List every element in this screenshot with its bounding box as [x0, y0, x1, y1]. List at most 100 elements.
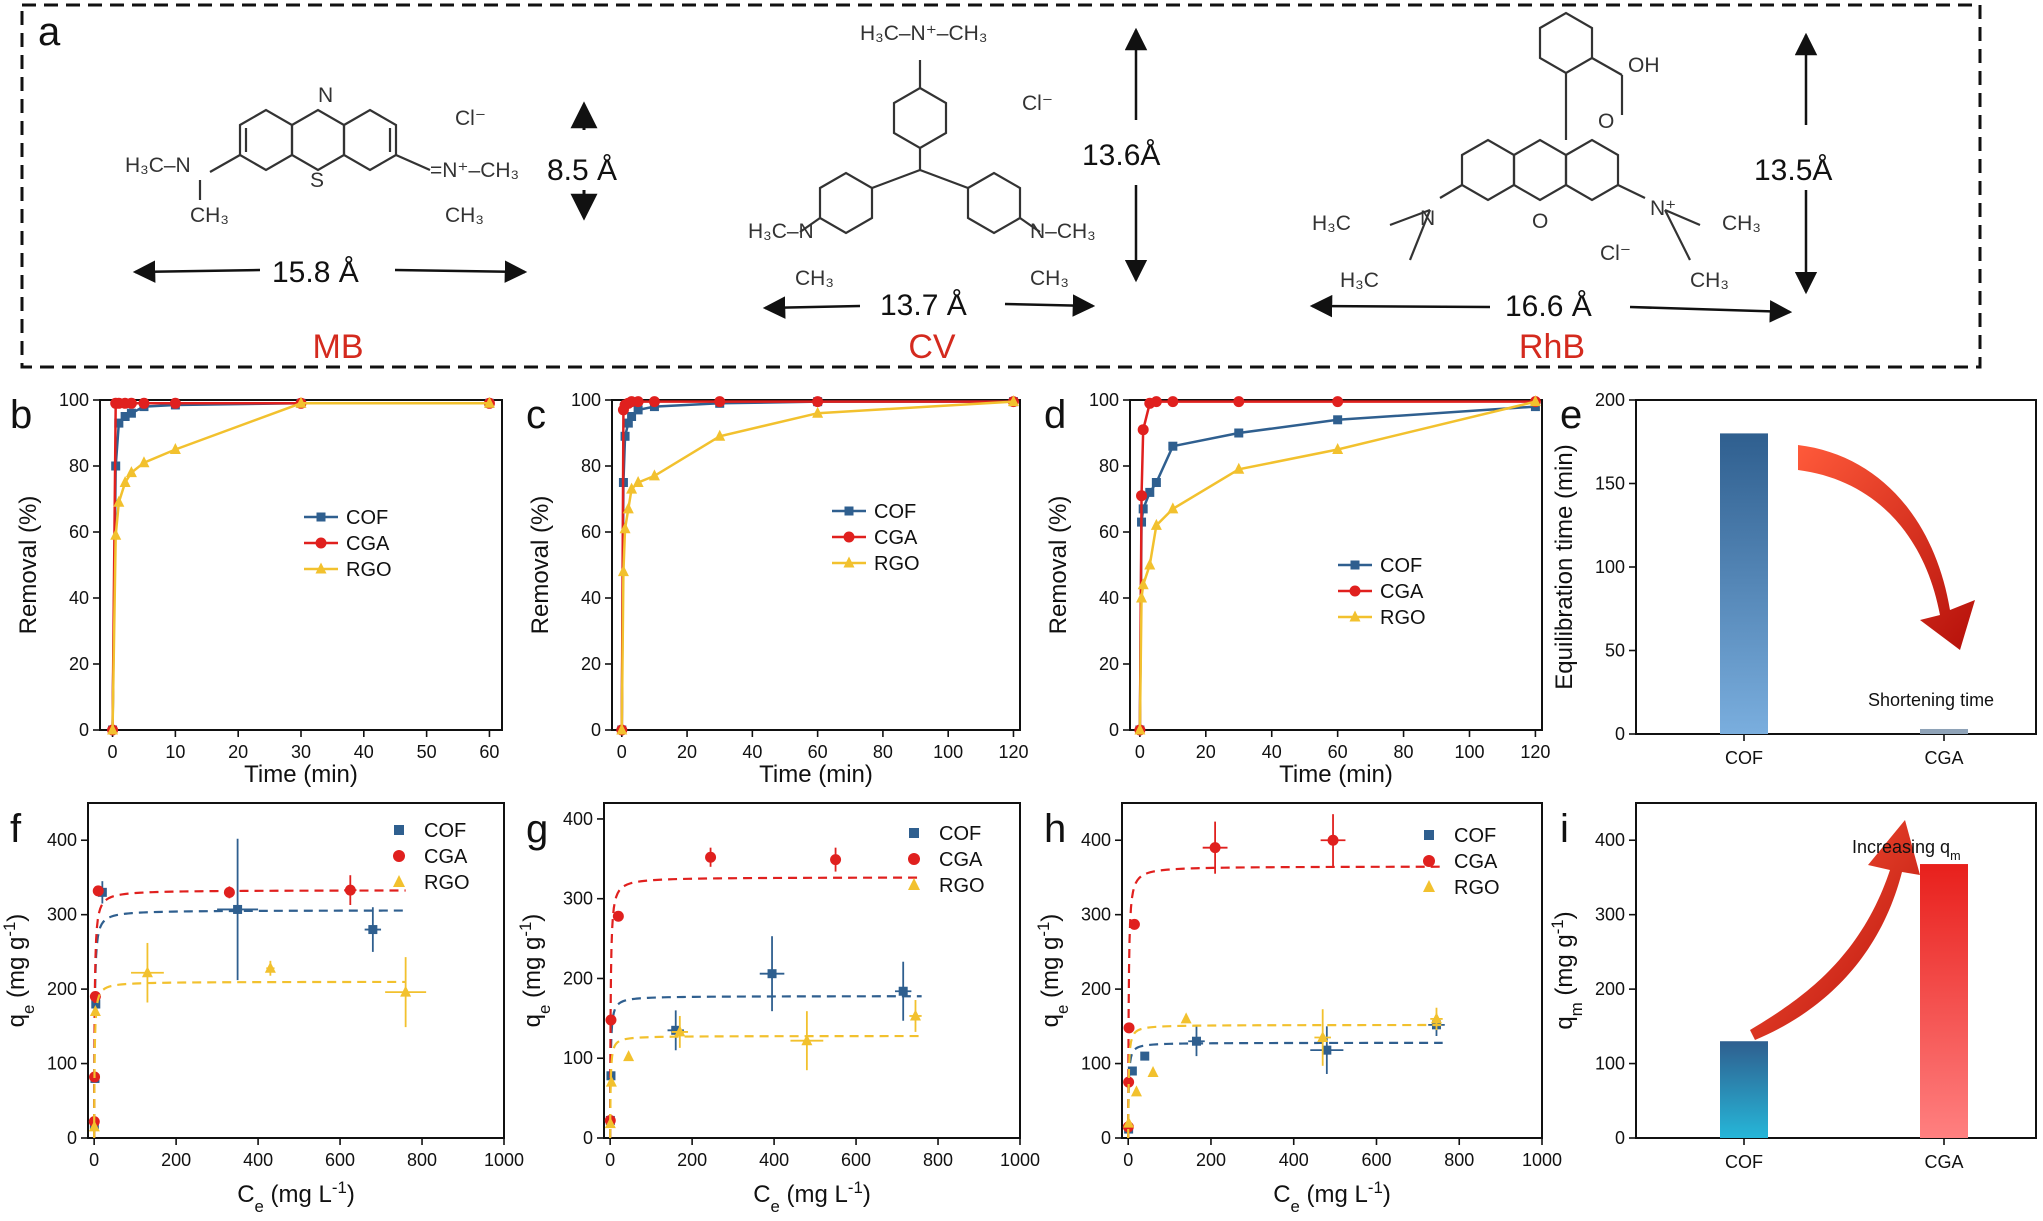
- chart-h-legend-cga: CGA: [1454, 851, 1498, 873]
- chart-c-legend-cga: CGA: [874, 527, 918, 549]
- chart-g-isotherm-cv: 0 100 200 300 400 qe (mg g-1) 0 200 400 600 800 100…: [516, 802, 1040, 1216]
- cv-label-left: H₃C–N: [748, 220, 814, 243]
- chart-g-xtick-label: 200: [677, 1150, 707, 1170]
- cv-label-top: H₃C–N⁺–CH₃: [860, 22, 987, 45]
- chart-h-point-cga: [1123, 1022, 1135, 1034]
- chart-g-point-cga: [605, 1014, 617, 1026]
- mb-label-n2: =N⁺–CH₃: [430, 159, 519, 182]
- chart-c-ytick-label: 100: [571, 390, 601, 410]
- chart-h-ytick-label: 0: [1101, 1128, 1111, 1148]
- panel-a-border: [20, 3, 1982, 369]
- chart-c-line-rgo: [620, 400, 1014, 731]
- chart-g-point-cga: [705, 851, 717, 863]
- chart-f-point-rgo: [88, 1120, 100, 1132]
- chart-i-ylabel: qm (mg g-1): [1548, 911, 1586, 1029]
- chart-f-ylabel: qe (mg g-1): [0, 914, 38, 1028]
- chart-e-frame: [1635, 399, 2037, 735]
- chart-h-xtick-label: 0: [1123, 1150, 1133, 1170]
- cv-label-right-ch3: CH₃: [1030, 267, 1069, 290]
- rhb-label-n-plus: N⁺: [1650, 197, 1676, 220]
- chart-c-point-cof: [623, 418, 633, 428]
- chart-b-legend-cof: COF: [346, 507, 388, 529]
- chart-c-xtick-label: 120: [998, 742, 1028, 762]
- chart-g-point-cof: [898, 986, 908, 996]
- chart-c-xtick-label: 80: [873, 742, 893, 762]
- chart-e-equilibration-bar: 0 50 100 150 200 Equilibration time (min) COF C…: [1551, 390, 2037, 768]
- chart-h-fit-rgo: [1127, 1023, 1443, 1139]
- rhb-label-h3c-bottom: H₃C: [1340, 269, 1379, 292]
- chart-g-legend-marker: [908, 878, 920, 890]
- mb-height: 8.5 Å: [547, 154, 617, 187]
- chart-h-fit-cof: [1127, 1041, 1443, 1139]
- chart-f-point-rgo: [264, 961, 276, 973]
- chart-f-fit-cga: [93, 889, 406, 1139]
- chart-e-xtick-label: COF: [1725, 748, 1763, 768]
- rhb-label-ch3-top: CH₃: [1722, 212, 1761, 235]
- chart-c-ytick-label: 40: [581, 588, 601, 608]
- chart-b-point-rgo: [113, 495, 125, 507]
- chart-g-fit-rgo: [609, 1034, 922, 1139]
- chart-g-xlabel: Ce (mg L-1): [753, 1178, 871, 1216]
- cv-label-right: N–CH₃: [1030, 220, 1096, 243]
- chart-c-xlabel: Time (min): [759, 761, 873, 788]
- chart-c-point-rgo: [632, 476, 644, 487]
- chart-b-point-rgo: [107, 723, 119, 735]
- chart-g-point-rgo: [674, 1025, 686, 1037]
- chart-f-xlabel: Ce (mg L-1): [237, 1178, 355, 1216]
- chart-i-qm-bar: 0 100 200 300 400 qm (mg g-1) COF CGA Increasing…: [1548, 802, 2037, 1172]
- mb-label-ch3a: CH₃: [190, 204, 229, 227]
- chart-f-fit-cof: [93, 909, 406, 1139]
- chart-f-isotherm-mb: 0 100 200 300 400 qe (mg g-1) 0 200 400 600 800 100…: [0, 802, 524, 1216]
- chart-c-legend-marker: [843, 531, 855, 543]
- chart-d-ytick-label: 0: [1109, 720, 1119, 740]
- mb-structure: [198, 108, 431, 200]
- chart-f-ytick-label: 400: [47, 830, 77, 850]
- rhb-label-n: N: [1420, 207, 1435, 230]
- chart-e-ytick-label: 100: [1595, 557, 1625, 577]
- chart-g-point-cof: [767, 969, 777, 979]
- shortening-arrow-icon: [1798, 445, 1975, 650]
- chart-b-ytick-label: 40: [69, 588, 89, 608]
- cv-name: CV: [908, 328, 956, 366]
- chart-i-ytick-label: 0: [1615, 1128, 1625, 1148]
- chart-f-point-cga: [92, 885, 104, 897]
- mb-width-arrow-right: [394, 260, 528, 283]
- rhb-label-oh: OH: [1628, 54, 1660, 77]
- chart-d-point-rgo: [1136, 591, 1148, 603]
- chart-b-point-rgo: [110, 528, 122, 540]
- panel-h-letter: h: [1044, 807, 1066, 851]
- rhb-width: 16.6 Å: [1505, 290, 1592, 323]
- chart-e-ytick-label: 50: [1605, 641, 1625, 661]
- chart-c-point-rgo: [622, 502, 634, 514]
- chart-d-ytick-label: 80: [1099, 456, 1119, 476]
- chart-d-point-cof: [1234, 428, 1244, 438]
- chart-g-point-rgo: [801, 1034, 813, 1046]
- chart-d-ytick-label: 60: [1099, 522, 1119, 542]
- chart-g-xtick-label: 0: [605, 1150, 615, 1170]
- chart-f-point-cga: [344, 884, 356, 896]
- chart-h-point-cof: [1322, 1045, 1332, 1055]
- cv-cl: Cl⁻: [1022, 92, 1053, 115]
- chart-c-xtick-label: 60: [808, 742, 828, 762]
- chart-g-point-cga: [612, 910, 624, 922]
- chart-e-ytick-label: 150: [1595, 474, 1625, 494]
- chart-d-xtick-label: 0: [1135, 742, 1145, 762]
- chart-d-legend-cof: COF: [1380, 555, 1422, 577]
- chart-f-legend-marker: [393, 850, 405, 862]
- mb-label-ch3b: CH₃: [445, 204, 484, 227]
- cv-structure: [799, 60, 1041, 235]
- chart-f-point-rgo: [141, 966, 153, 978]
- rhb-height: 13.5Å: [1754, 154, 1832, 187]
- chart-d-point-rgo: [1167, 502, 1179, 514]
- chart-h-point-rgo: [1430, 1012, 1442, 1024]
- chart-h-frame: [1121, 802, 1543, 1139]
- chart-d-point-cof: [1333, 415, 1343, 425]
- chart-f-legend-marker: [394, 825, 404, 835]
- chart-g-ytick-label: 300: [563, 889, 593, 909]
- rhb-width-arrow-left: [1309, 294, 1491, 318]
- chart-b-legend-marker: [316, 512, 326, 522]
- chart-g-xtick-label: 400: [759, 1150, 789, 1170]
- chart-d-point-rgo: [1144, 558, 1156, 570]
- chart-b-point-cga: [169, 397, 181, 409]
- chart-b-point-cof: [126, 408, 136, 418]
